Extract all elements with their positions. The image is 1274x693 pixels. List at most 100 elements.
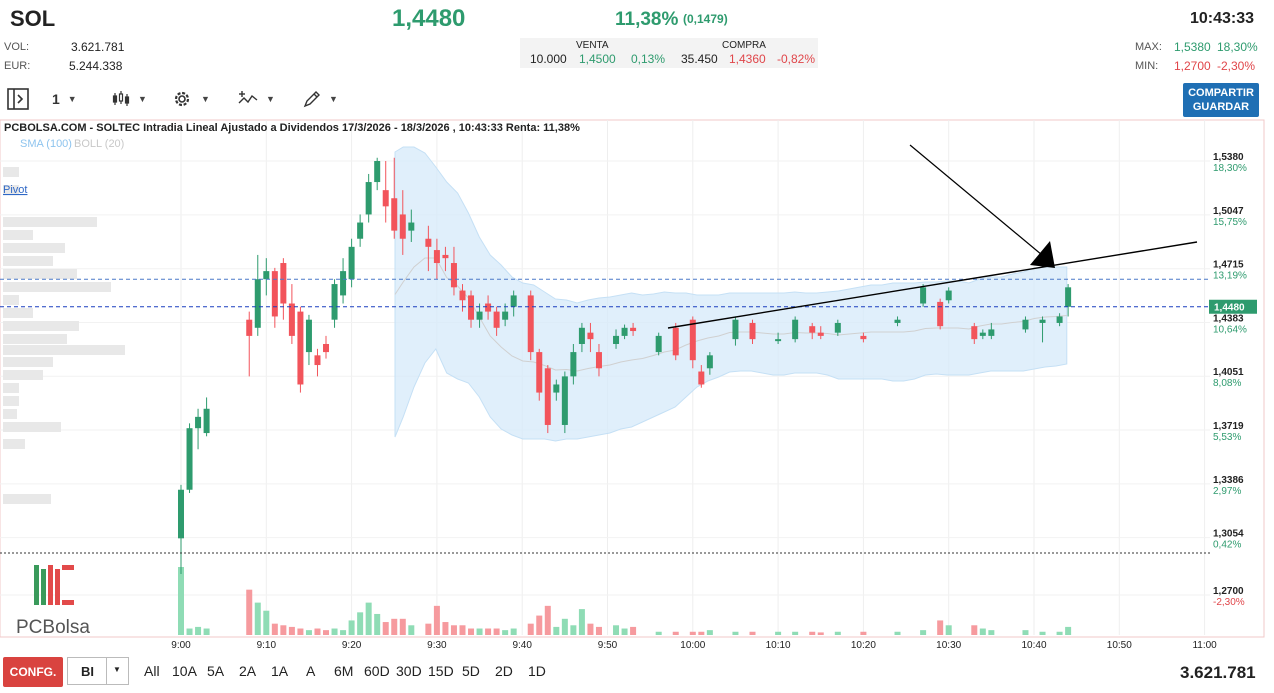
candle-body [834, 322, 841, 333]
volume-bar [945, 625, 952, 635]
candle-body [357, 222, 364, 239]
volume-bar [689, 631, 696, 635]
candles-icon [112, 91, 130, 106]
y-tick-pct: 10,64% [1213, 324, 1247, 335]
candle-body [195, 416, 202, 429]
share-save-button[interactable]: COMPARTIR GUARDAR [1183, 83, 1259, 117]
x-tick-label: 9:20 [342, 640, 362, 651]
range-30d[interactable]: 30D [396, 663, 422, 679]
volume-bar [203, 628, 210, 635]
y-tick-price: 1,3054 [1213, 529, 1244, 540]
range-1a[interactable]: 1A [271, 663, 289, 679]
volume-bar [374, 613, 381, 635]
volume-bar [834, 631, 841, 635]
candle-body [553, 384, 560, 393]
volume-bar [425, 623, 432, 635]
settings-select[interactable]: ▼ [171, 88, 210, 110]
volume-profile-bar [3, 230, 33, 240]
volume-profile-bar [3, 370, 43, 380]
watermark-text: PCBolsa [16, 617, 90, 638]
volume-bar [297, 628, 304, 635]
range-60d[interactable]: 60D [364, 663, 390, 679]
candle-body [314, 355, 321, 366]
candle-body [493, 311, 500, 328]
order-book [520, 38, 818, 68]
range-5d[interactable]: 5D [462, 663, 480, 679]
candle-body [979, 332, 986, 336]
volume-bar [553, 626, 560, 635]
candle-body [468, 295, 475, 320]
drawing-tools-select[interactable]: ▼ [303, 88, 338, 110]
bi-select[interactable]: BI ▼ [67, 657, 129, 685]
candle-body [587, 332, 594, 340]
venta-qty: 10.000 [530, 52, 567, 66]
candle-body [450, 263, 457, 288]
candle-body [775, 339, 782, 342]
indicators-select[interactable]: ▼ [238, 88, 275, 110]
candle-body [655, 335, 662, 353]
range-2d[interactable]: 2D [495, 663, 513, 679]
eur-value: 5.244.338 [69, 59, 123, 73]
change-abs: (0,1479) [683, 12, 728, 26]
y-tick-price: 1,5047 [1213, 206, 1244, 217]
range-10a[interactable]: 10A [172, 663, 197, 679]
last-price-tag [1209, 299, 1257, 314]
toggle-panel-button[interactable] [6, 88, 30, 110]
candle-body [749, 322, 756, 340]
chevron-down-icon: ▼ [113, 665, 121, 674]
range-a[interactable]: A [306, 663, 316, 679]
candle-body [442, 254, 449, 259]
x-tick-label: 9:40 [512, 640, 532, 651]
range-1d[interactable]: 1D [528, 663, 546, 679]
candle-body [817, 332, 824, 336]
volume-profile-bar [3, 167, 19, 177]
candle-body [809, 326, 816, 333]
range-15d[interactable]: 15D [428, 663, 454, 679]
pencil-icon [303, 91, 320, 108]
candle-body [263, 271, 270, 280]
y-tick-price: 1,4715 [1213, 260, 1244, 271]
volume-bar [536, 615, 543, 635]
candle-body [297, 311, 304, 385]
candle-body [391, 198, 398, 231]
volume-bar [399, 618, 406, 635]
min-pct: -2,30% [1217, 59, 1256, 73]
volume-bar [468, 628, 475, 635]
range-6m[interactable]: 6M [334, 663, 354, 679]
config-button[interactable]: CONFG. [3, 657, 63, 687]
candle-body [1065, 287, 1072, 307]
range-2a[interactable]: 2A [239, 663, 257, 679]
volume-profile-bar [3, 439, 25, 449]
volume-bar [979, 628, 986, 635]
x-tick-label: 10:10 [766, 640, 791, 651]
volume-bar [178, 567, 184, 635]
volume-bar [749, 631, 756, 635]
interval-value: 1 [52, 91, 60, 107]
watermark-logo: PCBolsa [16, 565, 90, 638]
volume-profile-bar [3, 422, 61, 432]
chart-type-select[interactable]: ▼ [112, 88, 147, 110]
volume-bar [246, 589, 253, 635]
range-5a[interactable]: 5A [207, 663, 225, 679]
venta-label: VENTA [576, 40, 609, 51]
volume-bar [340, 630, 347, 635]
volume-bar [408, 625, 415, 635]
candle-body [860, 335, 867, 340]
arrow-head [1030, 241, 1055, 268]
max-pct: 18,30% [1217, 40, 1258, 54]
volume-bar [493, 628, 500, 635]
volume-bar [1056, 631, 1063, 635]
bi-divider [106, 658, 107, 684]
volume-bar [186, 628, 193, 635]
bottom-bar: CONFG. BI ▼ All 10A 5A 2A 1A A 6M 60D 30D 15D 5D 2D… [0, 655, 1274, 693]
interval-select[interactable]: 1 ▼ [52, 88, 77, 110]
volume-bar [450, 625, 457, 635]
venta-price: 1,4500 [579, 52, 616, 66]
candle-body [698, 371, 705, 385]
x-tick-label: 10:50 [1107, 640, 1132, 651]
volume-bar [672, 631, 679, 635]
candle-body [365, 182, 372, 215]
volume-bar [578, 609, 585, 635]
range-all[interactable]: All [144, 663, 160, 679]
